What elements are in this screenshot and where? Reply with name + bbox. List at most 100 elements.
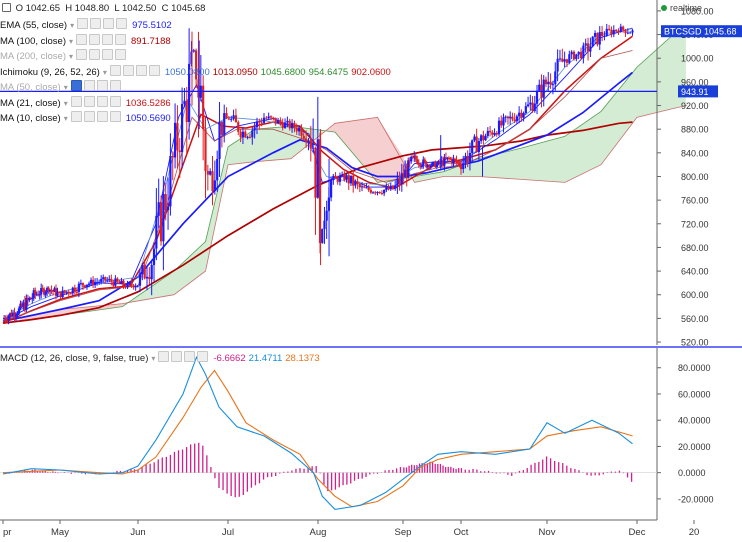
settings-icon[interactable] [89, 33, 101, 45]
close-icon[interactable] [148, 64, 160, 76]
candle-body-20 [32, 290, 35, 298]
cloud-segment-1 [128, 126, 327, 303]
macd-signal-line [2, 369, 633, 508]
visibility-icon[interactable] [76, 49, 88, 60]
candle-body-298 [615, 29, 618, 31]
candle-body-50 [83, 285, 87, 288]
macd-legend-value: 28.1373 [285, 353, 320, 364]
candle-body-65 [114, 278, 117, 286]
visibility-icon[interactable] [70, 111, 82, 122]
add-icon[interactable] [135, 64, 147, 76]
candle-body-199 [413, 155, 416, 158]
legend-dropdown-icon[interactable]: ▾ [69, 52, 74, 61]
candle-body-241 [484, 136, 487, 141]
legend-dropdown-icon[interactable]: ▾ [102, 67, 107, 77]
x-tick-label-8: Dec [629, 527, 646, 538]
candle-body-136 [276, 119, 280, 124]
candle-body-130 [262, 117, 266, 123]
candle-body-137 [279, 119, 282, 123]
ohlc-low: L 1042.50 [114, 3, 157, 14]
close-icon[interactable] [109, 80, 121, 91]
candle-body-166 [345, 175, 348, 180]
candle-body-154 [318, 139, 322, 244]
visibility-icon[interactable] [76, 33, 88, 45]
candle-body-151 [312, 147, 315, 149]
candle-body-153 [316, 139, 319, 198]
candle-body-29 [46, 287, 49, 293]
add-icon[interactable] [96, 111, 108, 122]
candle-body-225 [452, 158, 455, 164]
candle-body-8 [14, 315, 18, 317]
legend-dropdown-icon[interactable]: ▾ [63, 98, 68, 108]
add-icon[interactable] [184, 351, 196, 362]
settings-icon[interactable] [83, 80, 95, 91]
candle-body-287 [589, 46, 592, 52]
candle-body-256 [518, 112, 521, 117]
candle-body-45 [73, 287, 76, 292]
visibility-icon[interactable] [70, 95, 82, 107]
add-icon[interactable] [102, 49, 114, 60]
legend-dropdown-icon[interactable]: ▾ [69, 36, 74, 46]
candle-body-169 [352, 175, 355, 186]
legend-label-1: MA (100, close) [0, 35, 66, 47]
legend-row-2[interactable]: MA (200, close) ▾ [0, 49, 128, 63]
add-icon[interactable] [102, 33, 114, 45]
candle-body-238 [477, 141, 480, 153]
candle-body-9 [16, 313, 19, 316]
add-icon[interactable] [103, 18, 115, 29]
candle-body-56 [96, 281, 99, 283]
settings-icon[interactable] [83, 111, 95, 122]
legend-row-1[interactable]: MA (100, close) ▾ 891.7188 [0, 33, 171, 48]
settings-icon[interactable] [171, 351, 183, 362]
close-icon[interactable] [109, 111, 121, 122]
candle-body-250 [504, 116, 507, 118]
candle-body-39 [61, 290, 64, 298]
close-icon[interactable] [115, 49, 127, 60]
visibility-icon[interactable] [77, 18, 89, 29]
macd-legend: MACD (12, 26, close, 9, false, true) ▾ -6.… [0, 351, 320, 365]
legend-row-6[interactable]: MA (10, close) ▾ 1050.5690 [0, 111, 171, 125]
candle-body-271 [551, 84, 555, 86]
candle-body-28 [44, 292, 47, 295]
legend-dropdown-icon[interactable]: ▾ [63, 114, 68, 123]
candle-body-305 [631, 30, 634, 33]
candle-body-240 [482, 135, 485, 141]
legend-row-0[interactable]: EMA (55, close) ▾ 975.5102 [0, 18, 172, 32]
close-icon[interactable] [109, 95, 121, 107]
settings-icon[interactable] [90, 18, 102, 29]
visibility-icon[interactable] [158, 351, 170, 362]
candle-body-173 [360, 186, 364, 188]
candle-body-5 [10, 313, 13, 317]
legend-row-3[interactable]: Ichimoku (9, 26, 52, 26) ▾ 1050.0800 1013.0… [0, 64, 391, 79]
legend-dropdown-icon[interactable]: ▾ [70, 21, 75, 30]
close-icon[interactable] [116, 18, 128, 29]
settings-icon[interactable] [83, 95, 95, 107]
macd-y-tick-label-3: 20.0000 [678, 442, 711, 452]
candle-body-25 [40, 288, 43, 295]
add-icon[interactable] [96, 80, 108, 91]
legend-row-4[interactable]: MA (50, close) ▾ [0, 80, 123, 94]
close-icon[interactable] [197, 351, 209, 362]
collapse-icon[interactable] [2, 3, 11, 12]
candle-body-258 [522, 113, 525, 118]
candle-body-195 [407, 160, 410, 178]
candle-body-86 [159, 202, 163, 242]
visibility-icon[interactable] [70, 80, 82, 91]
legend-row-5[interactable]: MA (21, close) ▾ 1036.5286 [0, 95, 171, 110]
candle-body-276 [563, 59, 566, 62]
candle-body-10 [17, 308, 21, 314]
settings-icon[interactable] [89, 49, 101, 60]
add-icon[interactable] [96, 95, 108, 107]
settings-icon[interactable] [122, 64, 134, 76]
macd-panel: 80.0000 60.0000 40.0000 20.0000 0.0000 -20.00… [0, 348, 714, 538]
close-icon[interactable] [115, 33, 127, 45]
candle-body-4 [8, 313, 12, 317]
candle-body-294 [605, 28, 608, 36]
visibility-icon[interactable] [109, 64, 121, 76]
candle-body-162 [336, 177, 339, 182]
macd-dropdown-icon[interactable]: ▾ [151, 354, 156, 363]
candle-body-262 [531, 102, 534, 111]
legend-dropdown-icon[interactable]: ▾ [63, 83, 68, 92]
